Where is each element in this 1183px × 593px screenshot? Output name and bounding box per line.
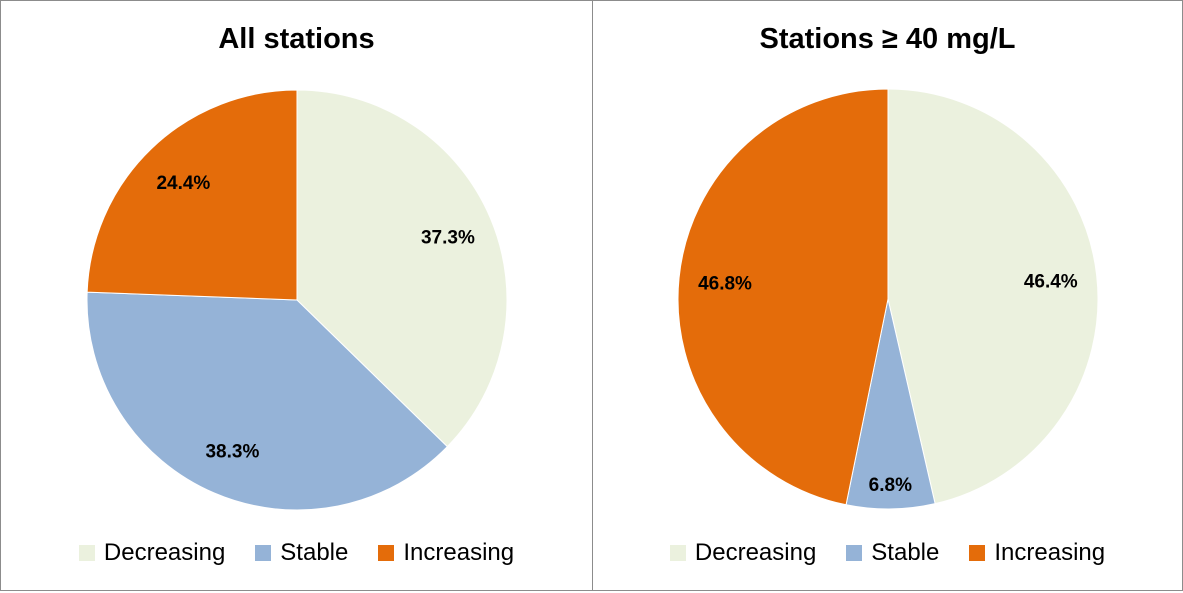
legend-item-decreasing: Decreasing <box>669 539 817 567</box>
legend-swatch <box>255 545 272 561</box>
legend-label: Stable <box>280 539 349 566</box>
legend-label: Increasing <box>403 539 515 566</box>
legend-label: Decreasing <box>694 539 817 566</box>
legend-label: Decreasing <box>103 539 226 566</box>
legend-item-increasing: Increasing <box>969 539 1105 567</box>
chart-stations-over-40: Stations ≥ 40 mg/L 46.4% 6.8% 46.8% Decrea… <box>592 0 1183 591</box>
legend-swatch <box>78 545 95 561</box>
chart-all-stations: All stations 37.3% 38.3% 24.4% Decreasing S… <box>0 0 593 591</box>
legend-swatch <box>969 545 986 561</box>
legend: Decreasing Stable Increasing <box>1 539 592 567</box>
legend: Decreasing Stable Increasing <box>593 539 1182 567</box>
legend-swatch <box>378 545 395 561</box>
chart-title: All stations <box>218 23 375 55</box>
legend-item-stable: Stable <box>255 539 348 567</box>
legend-swatch <box>846 545 863 561</box>
legend-item-decreasing: Decreasing <box>78 539 226 567</box>
data-label: 38.3% <box>205 442 259 463</box>
pie-svg: 37.3% 38.3% 24.4% <box>86 89 508 511</box>
pie-slice-decreasing <box>887 88 1099 505</box>
legend-label: Stable <box>871 539 940 566</box>
legend-item-increasing: Increasing <box>378 539 514 567</box>
data-label: 46.8% <box>698 274 752 295</box>
pie-svg: 46.4% 6.8% 46.8% <box>677 88 1099 510</box>
pie-slice-increasing <box>86 89 298 301</box>
pie-slice-stable <box>86 291 449 511</box>
legend-label: Increasing <box>994 539 1106 566</box>
legend-swatch <box>669 545 686 561</box>
pie-slice-increasing <box>677 88 889 506</box>
data-label: 6.8% <box>869 475 912 496</box>
data-label: 46.4% <box>1024 272 1078 293</box>
chart-title: Stations ≥ 40 mg/L <box>759 23 1016 55</box>
pie-slice-decreasing <box>296 89 508 448</box>
legend-item-stable: Stable <box>846 539 939 567</box>
data-label: 37.3% <box>421 227 475 248</box>
data-label: 24.4% <box>156 173 210 194</box>
